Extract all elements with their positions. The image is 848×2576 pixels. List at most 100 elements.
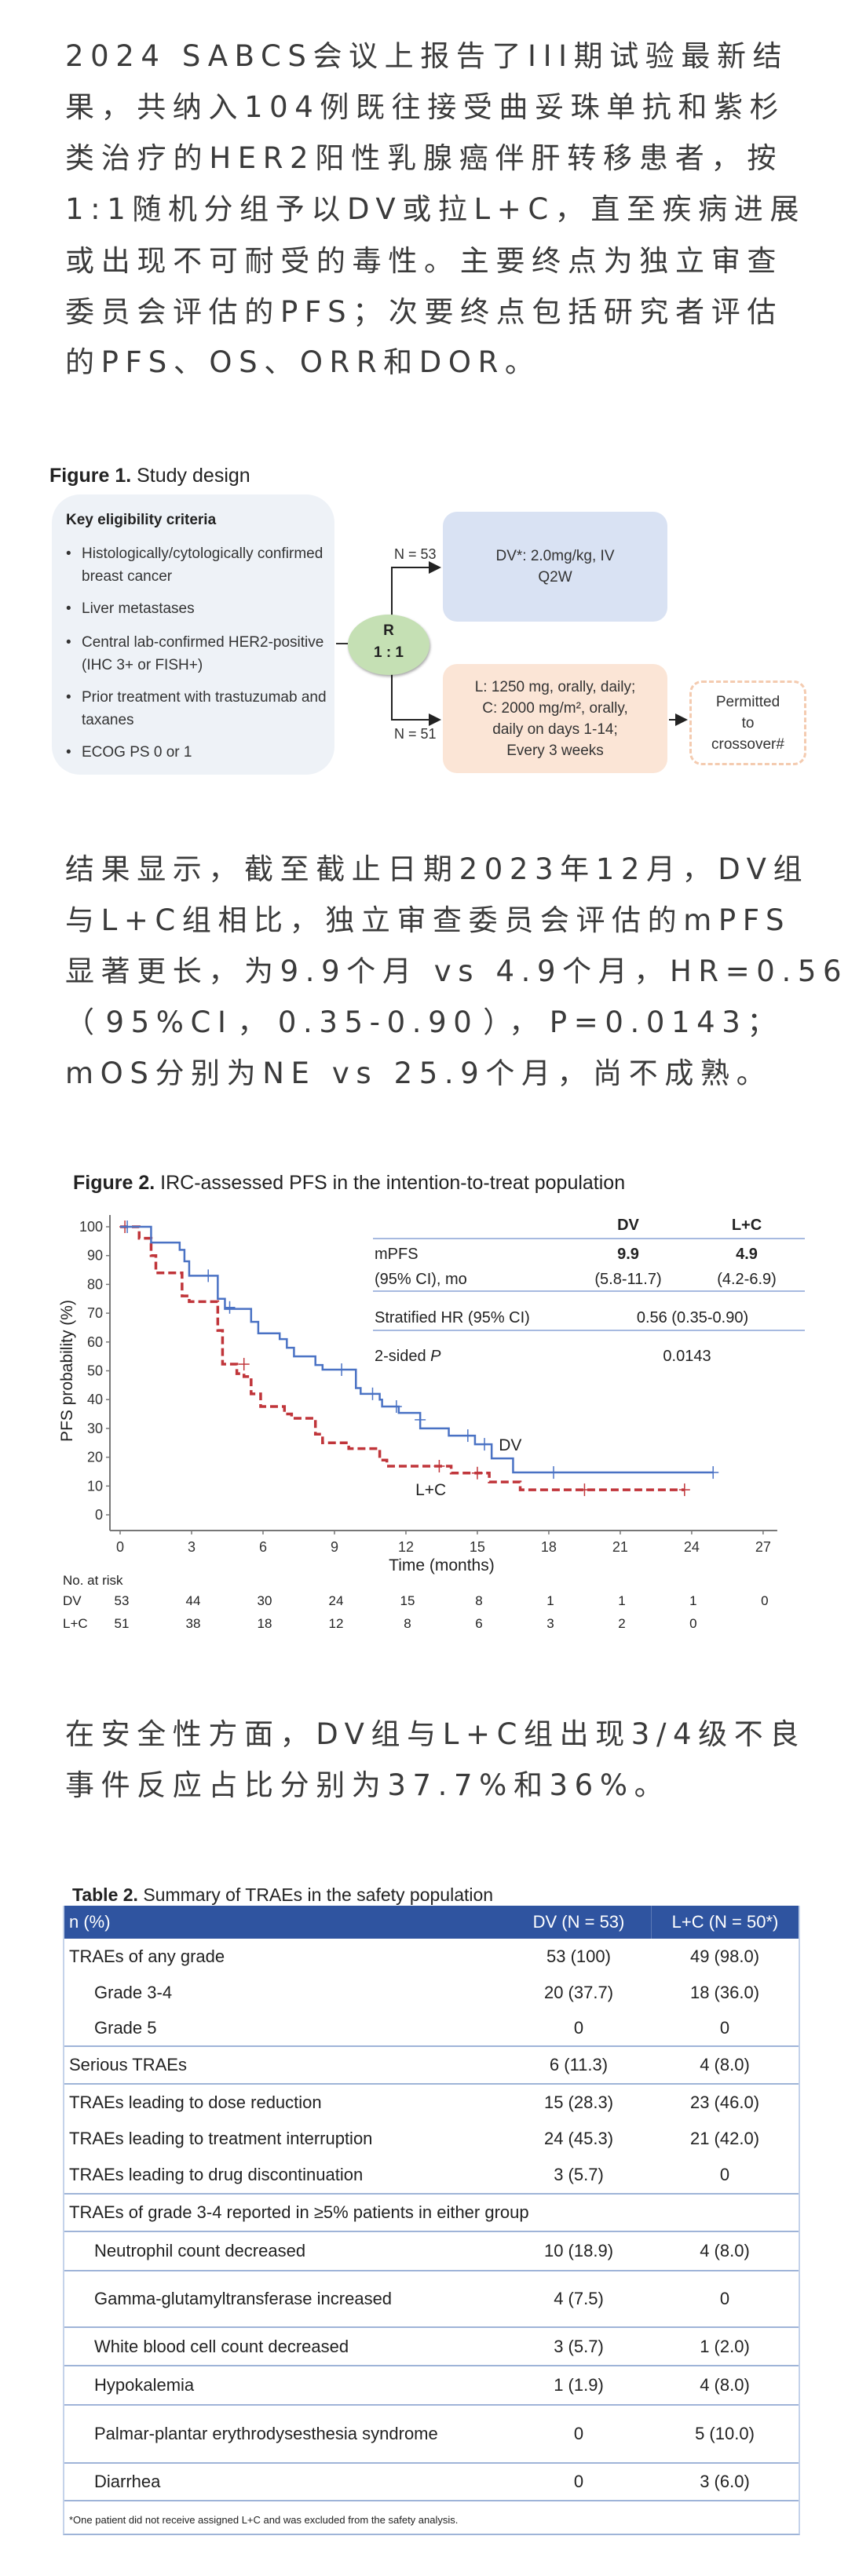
dv-arm-n: N = 53: [394, 546, 437, 562]
row-label: Grade 3-4: [64, 1975, 506, 2011]
lc-curve-label: L+C: [415, 1481, 446, 1499]
km-curve-dv: [120, 1225, 714, 1474]
dv-value: 15 (28.3): [543, 2093, 614, 2112]
table2-title-text: Summary of TRAEs in the safety populatio…: [137, 1885, 494, 1905]
y-tick-label: 10: [87, 1478, 103, 1494]
results-line: （95%CI，0.35-0.90），P=0.0143；: [65, 1005, 783, 1039]
at-risk-value: 1: [689, 1593, 696, 1608]
y-tick-label: 50: [87, 1363, 103, 1379]
row-label: TRAEs leading to drug discontinuation: [64, 2157, 506, 2193]
at-risk-value: 0: [689, 1616, 696, 1631]
eligibility-item-text: Prior treatment with trastuzumab and tax…: [82, 689, 327, 728]
at-risk-value: 24: [329, 1593, 344, 1608]
at-risk-value: 6: [475, 1616, 482, 1631]
lc-value: 0: [719, 2165, 730, 2184]
row-label: Diarrhea: [64, 2464, 506, 2500]
row-label-text: Serious TRAEs: [69, 2055, 187, 2074]
bullet-icon: •: [66, 689, 71, 706]
row-label-text: Hypokalemia: [94, 2375, 195, 2395]
row-label-text: TRAEs of any grade: [69, 1947, 225, 1966]
km-curve-lc: [120, 1225, 685, 1491]
stats-mpfs-lc: 4.9: [736, 1246, 758, 1263]
eligibility-item-text: Liver metastases: [82, 600, 195, 617]
at-risk-value: 2: [618, 1616, 625, 1631]
lc-value: 3 (6.0): [700, 2472, 750, 2491]
lc-value: 23 (46.0): [689, 2093, 760, 2112]
dv-value: 4 (7.5): [554, 2289, 604, 2308]
lc-value: 1 (2.0): [700, 2336, 750, 2356]
at-risk-group: L+C: [63, 1616, 88, 1631]
x-tick-label: 27: [755, 1539, 771, 1555]
stats-header-dv: DV: [617, 1217, 639, 1234]
stats-ci-dv: (5.8-11.7): [594, 1271, 661, 1288]
x-tick-label: 12: [398, 1539, 414, 1555]
y-tick-label: 70: [87, 1305, 103, 1321]
x-axis-label: Time (months): [389, 1556, 495, 1574]
eligibility-item-text: Central lab-confirmed HER2-positive (IHC…: [82, 634, 324, 673]
intro-line: 的PFS、OS、ORR和DOR。: [65, 345, 541, 379]
x-tick-label: 6: [259, 1539, 267, 1555]
row-label-text: Grade 3-4: [94, 1983, 173, 2002]
results-line: 结果显示，截至截止日期2023年12月，DV组: [65, 852, 810, 886]
dv-arm-box: DV*: 2.0mg/kg, IV Q2W: [443, 512, 667, 622]
lc-value: 4 (8.0): [700, 2055, 750, 2074]
lc-arm-line: daily on days 1-14;: [492, 721, 618, 738]
stats-ci-label: (95% CI), mo: [375, 1271, 467, 1288]
lc-arm-line: Every 3 weeks: [506, 742, 604, 759]
results-line: 与L+C组相比，独立审查委员会评估的mPFS: [65, 903, 791, 937]
crossover-box: Permitted to crossover#: [689, 680, 806, 765]
row-label-text: Neutrophil count decreased: [94, 2241, 306, 2260]
dv-value: 1 (1.9): [554, 2375, 604, 2395]
row-label: White blood cell count decreased: [64, 2328, 506, 2365]
crossover-line: crossover#: [711, 735, 784, 753]
figure2-title-label: Figure 2.: [73, 1172, 155, 1194]
row-label-text: Grade 5: [94, 2018, 157, 2038]
table-row: TRAEs leading to drug discontinuation 3 (…: [64, 2157, 799, 2193]
eligibility-box: Key eligibility criteria • Histologically…: [52, 494, 334, 775]
bullet-icon: •: [66, 545, 71, 562]
bullet-icon: •: [66, 744, 71, 761]
eligibility-header: Key eligibility criteria: [66, 512, 217, 528]
row-label-text: TRAEs leading to treatment interruption: [69, 2129, 373, 2148]
at-risk-value: 53: [115, 1593, 130, 1608]
lc-value: 21 (42.0): [689, 2129, 760, 2148]
table-row: TRAEs leading to treatment interruption 2…: [64, 2121, 799, 2157]
x-tick-label: 3: [188, 1539, 196, 1555]
dv-value: 10 (18.9): [543, 2241, 614, 2260]
dv-value: 53 (100): [546, 1947, 611, 1966]
results-line: 显著更长，为9.9个月 vs 4.9个月，HR=0.56: [65, 954, 848, 988]
results-line: mOS分别为NE vs 25.9个月，尚不成熟。: [65, 1056, 773, 1090]
header-cell: L+C (N = 50*): [671, 1912, 779, 1932]
at-risk-value: 12: [329, 1616, 344, 1631]
arrow-to-lc: [391, 673, 441, 726]
stats-header-lc: L+C: [732, 1217, 762, 1234]
figure1-title-label: Figure 1.: [49, 465, 132, 487]
intro-line: 或出现不可耐受的毒性。主要终点为独立审查: [65, 244, 783, 278]
dv-value: 0: [573, 2018, 584, 2038]
at-risk-title: No. at risk: [63, 1573, 123, 1588]
y-tick-label: 100: [79, 1219, 103, 1235]
dv-value: 3 (5.7): [554, 2336, 604, 2356]
x-tick-label: 21: [612, 1539, 628, 1555]
header-cell: n (%): [69, 1912, 111, 1932]
lc-value: 4 (8.0): [700, 2241, 750, 2260]
row-label: TRAEs of grade 3-4 reported in ≥5% patie…: [64, 2195, 799, 2231]
at-risk-value: 8: [404, 1616, 411, 1631]
dv-value: 0: [573, 2472, 584, 2491]
at-risk-value: 15: [400, 1593, 415, 1608]
y-tick-label: 30: [87, 1421, 103, 1436]
lc-value: 18 (36.0): [689, 1983, 760, 2002]
bullet-icon: •: [66, 600, 71, 617]
dv-arm-dose: DV*: 2.0mg/kg, IV: [495, 548, 615, 564]
lc-value: 0: [719, 2018, 730, 2038]
stats-mpfs-label: mPFS: [375, 1246, 419, 1263]
stats-hr-label: Stratified HR (95% CI): [375, 1309, 530, 1326]
row-label: TRAEs leading to treatment interruption: [64, 2121, 506, 2157]
at-risk-value: 18: [258, 1616, 272, 1631]
table-row: TRAEs of any grade 53 (100) 49 (98.0): [64, 1939, 799, 1975]
table2-title: Table 2. Summary of TRAEs in the safety …: [72, 1885, 493, 1906]
intro-line: 果，共纳入104例既往接受曲妥珠单抗和紫杉: [65, 90, 786, 124]
randomization-label: R: [383, 622, 394, 639]
table-row: TRAEs of grade 3-4 reported in ≥5% patie…: [64, 2193, 799, 2231]
